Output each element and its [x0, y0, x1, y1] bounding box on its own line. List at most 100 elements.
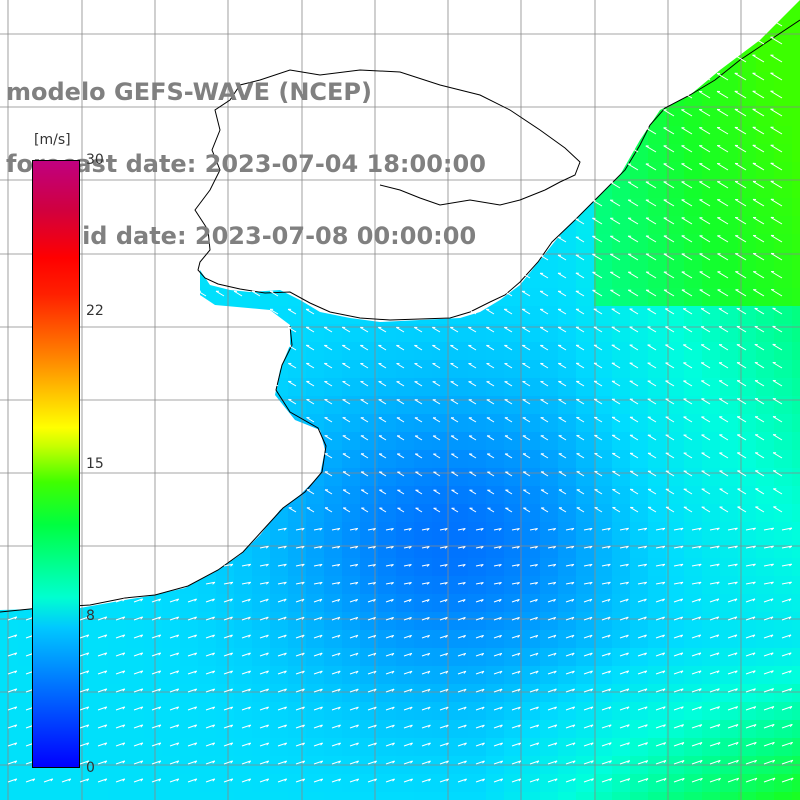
wind-arrow-head [680, 563, 684, 567]
wind-cell [576, 270, 594, 288]
wind-arrow [403, 634, 412, 639]
wind-cell [360, 396, 378, 414]
wind-cell [504, 774, 522, 792]
wind-arrow [734, 90, 747, 99]
wind-arrow [619, 760, 630, 765]
wind-cell [396, 630, 414, 648]
wind-cell [594, 792, 612, 800]
wind-arrow [349, 527, 358, 531]
wind-cell [162, 720, 180, 738]
wind-cell [522, 648, 540, 666]
wind-arrow [259, 652, 269, 657]
wind-arrow [736, 362, 747, 369]
wind-arrow-head [680, 598, 684, 602]
wind-cell [594, 630, 612, 648]
wind-cell [522, 738, 540, 756]
wind-cell [720, 666, 738, 684]
wind-cell [792, 630, 800, 648]
wind-arrow [745, 563, 756, 567]
wind-arrow [665, 416, 675, 423]
wind-arrow-head [445, 706, 449, 710]
wind-arrow-head [662, 598, 665, 602]
wind-arrow [7, 706, 17, 711]
wind-arrow [781, 688, 792, 693]
wind-cell [234, 612, 252, 630]
wind-cell [180, 594, 198, 612]
wind-cell [450, 504, 468, 522]
wind-arrow-head [337, 582, 341, 585]
wind-cell [450, 666, 468, 684]
wind-cell [540, 684, 558, 702]
wind-arrow-head [480, 564, 484, 567]
wind-arrow [493, 546, 502, 549]
wind-cell [234, 666, 252, 684]
wind-cell [630, 558, 648, 576]
wind-cell [360, 522, 378, 540]
wind-arrow-head [645, 778, 649, 782]
wind-cell [738, 234, 756, 252]
wind-arrow [331, 634, 341, 639]
wind-arrow-head [230, 581, 234, 585]
wind-cell [216, 774, 234, 792]
wind-arrow [781, 581, 792, 585]
wind-arrow [647, 362, 657, 369]
wind-arrow [421, 616, 430, 621]
wind-arrow [493, 742, 503, 747]
wind-cell [594, 666, 612, 684]
wind-cell [648, 342, 666, 360]
wind-arrow [457, 778, 467, 783]
wind-cell [738, 720, 756, 738]
wind-arrow [619, 652, 629, 657]
wind-arrow-head [86, 760, 90, 764]
wind-arrow [673, 527, 684, 531]
wind-cell [558, 558, 576, 576]
wind-arrow [565, 563, 574, 567]
wind-arrow [403, 742, 413, 747]
wind-cell [144, 702, 162, 720]
wind-arrow [341, 326, 351, 333]
wind-arrow [770, 252, 783, 261]
wind-arrow [79, 634, 89, 639]
wind-cell [684, 684, 702, 702]
wind-arrow [673, 706, 684, 711]
wind-arrow [277, 706, 287, 711]
wind-arrow [737, 506, 747, 513]
wind-arrow-head [355, 598, 359, 602]
wind-arrow [349, 670, 359, 675]
wind-cell [144, 774, 162, 792]
wind-arrow [752, 198, 765, 207]
wind-cell [648, 162, 666, 180]
wind-cell [558, 630, 576, 648]
wind-cell [306, 702, 324, 720]
wind-cell [486, 702, 504, 720]
wind-cell [360, 792, 378, 800]
wind-arrow-head [571, 634, 575, 638]
wind-arrow [716, 72, 729, 81]
wind-arrow [187, 688, 197, 693]
wind-arrow [663, 289, 675, 297]
wind-cell [324, 576, 342, 594]
wind-cell [774, 72, 792, 90]
wind-arrow [97, 778, 107, 783]
wind-cell [738, 90, 756, 108]
wind-cell [288, 612, 306, 630]
wind-arrow [397, 507, 405, 513]
wind-cell [720, 648, 738, 666]
wind-arrow-head [337, 616, 341, 620]
wind-arrow [665, 452, 675, 459]
wind-arrow [557, 326, 567, 333]
wind-arrow [522, 363, 531, 369]
wind-cell [288, 504, 306, 522]
wind-cell [432, 324, 450, 342]
wind-cell [324, 522, 342, 540]
wind-arrow [770, 234, 783, 243]
wind-cell [576, 648, 594, 666]
wind-arrow-head [230, 634, 233, 638]
wind-arrow [331, 563, 340, 567]
wind-cell [108, 666, 126, 684]
wind-arrow [360, 489, 369, 495]
wind-arrow [306, 362, 315, 369]
wind-cell [630, 396, 648, 414]
wind-arrow [439, 616, 448, 621]
wind-cell [396, 666, 414, 684]
